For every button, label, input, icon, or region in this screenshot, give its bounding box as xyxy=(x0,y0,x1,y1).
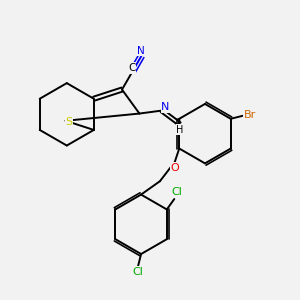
Text: Cl: Cl xyxy=(133,267,143,277)
Text: S: S xyxy=(66,117,73,127)
Text: N: N xyxy=(161,102,170,112)
Text: Br: Br xyxy=(244,110,256,120)
Text: Cl: Cl xyxy=(172,187,183,196)
Text: N: N xyxy=(137,46,145,56)
Text: C: C xyxy=(128,63,136,73)
Text: H: H xyxy=(176,125,184,135)
Text: O: O xyxy=(170,163,179,173)
